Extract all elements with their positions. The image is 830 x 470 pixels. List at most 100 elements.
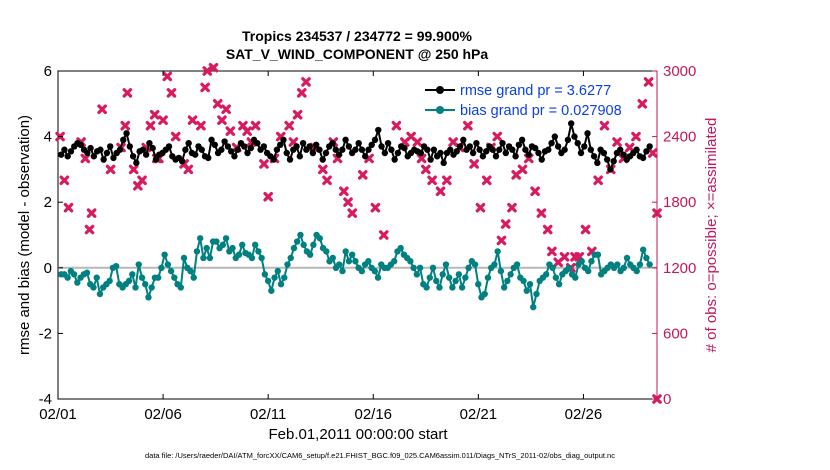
rmse-point bbox=[365, 146, 372, 153]
y-axis-right-ticks: 0 600 1200 1800 2400 3000 bbox=[652, 63, 696, 408]
obs-count-point bbox=[105, 164, 116, 175]
rmse-point bbox=[110, 154, 117, 162]
bias-point bbox=[336, 261, 343, 268]
bias-point bbox=[316, 235, 324, 242]
rmse-point bbox=[254, 139, 261, 147]
rmse-point bbox=[525, 151, 532, 158]
rmse-point bbox=[309, 149, 317, 157]
bias-point bbox=[555, 281, 563, 288]
rmse-point bbox=[149, 144, 156, 152]
rmse-point bbox=[227, 148, 235, 155]
rmse-point bbox=[594, 159, 601, 167]
rmse-point bbox=[97, 146, 104, 153]
bias-point bbox=[348, 251, 356, 258]
rmse-point bbox=[221, 138, 228, 145]
obs-count-point bbox=[500, 219, 511, 229]
bias-point bbox=[284, 261, 291, 268]
obs-count-point bbox=[599, 120, 610, 131]
y-right-tick-label: 600 bbox=[663, 325, 688, 342]
obs-count-point bbox=[481, 175, 492, 186]
rmse-point bbox=[316, 146, 323, 153]
rmse-point bbox=[277, 141, 284, 148]
bias-point bbox=[70, 271, 78, 278]
rmse-point bbox=[283, 149, 290, 157]
rmse-point bbox=[100, 156, 107, 163]
bias-point bbox=[129, 271, 136, 278]
obs-count-point bbox=[137, 175, 147, 186]
y-left-tick-label: -2 bbox=[39, 325, 52, 342]
bias-point bbox=[520, 277, 527, 285]
bias-point bbox=[352, 258, 359, 265]
rmse-point bbox=[577, 149, 585, 157]
obs-count-point bbox=[59, 175, 70, 186]
obs-count-point bbox=[242, 126, 252, 136]
bias-point bbox=[623, 254, 631, 262]
bias-point bbox=[475, 281, 482, 288]
obs-count-point bbox=[517, 164, 528, 175]
legend-rmse-label: rmse grand pr = 3.6277 bbox=[460, 83, 611, 99]
bias-point bbox=[458, 284, 466, 291]
rmse-point bbox=[362, 153, 369, 160]
rmse-point bbox=[218, 146, 225, 153]
y-left-tick-label: 6 bbox=[44, 63, 52, 80]
rmse-point bbox=[332, 146, 339, 153]
bias-point bbox=[646, 261, 653, 268]
rmse-point bbox=[617, 146, 624, 153]
bias-point bbox=[410, 264, 417, 271]
bias-point bbox=[500, 284, 508, 291]
rmse-point bbox=[182, 146, 189, 153]
obs-count-point bbox=[463, 120, 473, 131]
bias-point bbox=[471, 261, 479, 268]
bias-point bbox=[442, 261, 450, 268]
obs-count-point bbox=[84, 224, 95, 235]
obs-count-point bbox=[202, 66, 213, 76]
obs-count-point bbox=[86, 208, 97, 218]
rmse-point bbox=[639, 154, 647, 162]
rmse-point bbox=[342, 136, 349, 144]
bias-point bbox=[106, 277, 113, 285]
bias-point bbox=[329, 254, 336, 262]
obs-count-point bbox=[643, 77, 654, 87]
obs-count-point bbox=[200, 82, 210, 93]
obs-count-point bbox=[547, 246, 557, 257]
rmse-point bbox=[384, 139, 392, 147]
bias-point bbox=[620, 264, 627, 271]
rmse-point bbox=[424, 146, 431, 153]
rmse-point bbox=[185, 139, 192, 147]
chart-title: Tropics 234537 / 234772 = 99.900% bbox=[242, 28, 473, 44]
rmse-point bbox=[280, 136, 287, 144]
obs-count-point bbox=[225, 126, 236, 136]
obs-count-point bbox=[196, 120, 206, 131]
rmse-point bbox=[584, 130, 591, 137]
rmse-point bbox=[401, 144, 408, 152]
bias-point bbox=[74, 279, 81, 286]
rmse-point bbox=[548, 139, 555, 147]
bias-point bbox=[258, 254, 265, 262]
bias-point bbox=[229, 244, 236, 252]
rmse-point bbox=[456, 143, 464, 150]
bias-point bbox=[594, 251, 602, 258]
rmse-point bbox=[489, 146, 496, 153]
bias-point bbox=[436, 284, 443, 291]
rmse-point bbox=[106, 143, 114, 150]
rmse-point bbox=[103, 149, 111, 157]
rmse-point bbox=[234, 146, 241, 153]
bias-point bbox=[413, 271, 421, 278]
obs-count-point bbox=[250, 120, 261, 131]
rmse-point bbox=[270, 156, 277, 163]
bias-point bbox=[465, 264, 472, 271]
obs-count-point bbox=[63, 202, 74, 213]
rmse-point bbox=[126, 143, 134, 150]
bias-point bbox=[552, 274, 560, 281]
rmse-point bbox=[646, 143, 653, 150]
bias-point bbox=[572, 274, 579, 281]
bias-point bbox=[271, 274, 278, 281]
rmse-point bbox=[286, 156, 294, 163]
obs-count-point bbox=[475, 202, 486, 213]
obs-count-point bbox=[343, 197, 353, 207]
bias-point bbox=[494, 248, 501, 255]
rmse-point bbox=[574, 139, 581, 147]
bias-point bbox=[484, 274, 492, 281]
bias-point bbox=[203, 244, 210, 252]
